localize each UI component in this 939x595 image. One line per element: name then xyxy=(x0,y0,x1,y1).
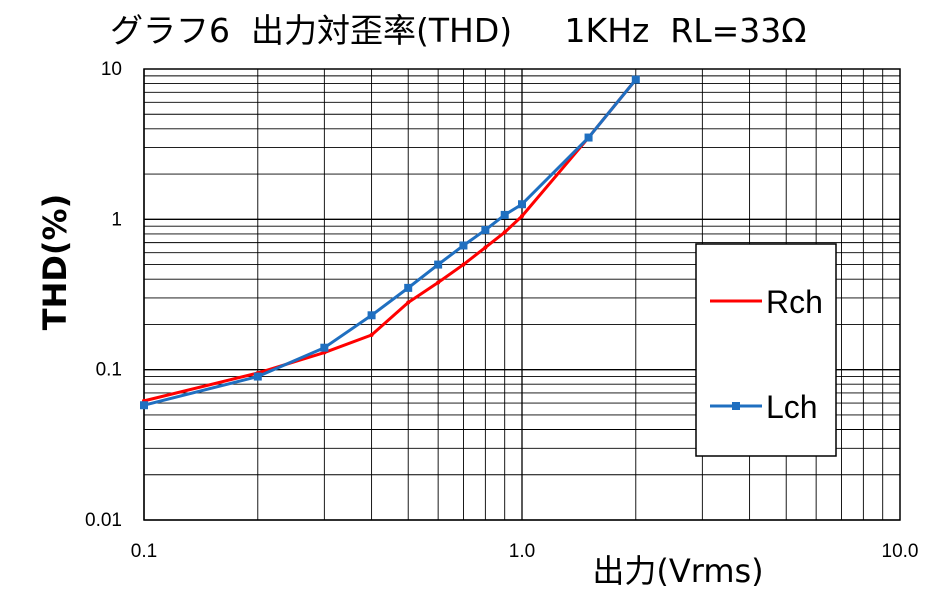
legend-label-rch: Rch xyxy=(766,284,823,320)
data-point-rch xyxy=(483,245,488,250)
data-point-rch xyxy=(406,300,411,305)
x-tick-label: 10.0 xyxy=(882,541,919,562)
data-point-rch xyxy=(461,262,466,267)
data-point-lch xyxy=(481,225,490,234)
data-point-lch xyxy=(434,260,443,269)
y-tick-label: 0.01 xyxy=(85,510,122,531)
data-point-lch xyxy=(459,241,468,250)
legend-marker-lch xyxy=(732,402,740,410)
y-axis-label: THD(%) xyxy=(36,194,74,330)
legend: Rch Lch xyxy=(695,243,837,457)
series-line-lch xyxy=(142,78,638,407)
data-point-lch xyxy=(584,133,593,142)
data-point-rch xyxy=(520,214,524,219)
data-point-rch xyxy=(369,333,374,338)
series-group xyxy=(140,75,640,410)
data-point-lch xyxy=(253,372,262,381)
data-point-rch xyxy=(502,230,507,235)
x-tick-label: 1.0 xyxy=(509,541,535,562)
plot-frame xyxy=(143,68,901,521)
y-tick-label: 10 xyxy=(101,59,122,80)
legend-box xyxy=(695,243,837,457)
y-axis-ticks: 0.01 0.1 1 10 xyxy=(85,59,122,531)
y-tick-label: 0.1 xyxy=(96,360,122,381)
x-tick-label: 0.1 xyxy=(131,541,157,562)
x-axis-ticks: 0.1 1.0 10.0 xyxy=(131,541,919,562)
data-point-lch xyxy=(404,283,413,292)
chart-title: グラフ6 出力対歪率(THD) 1KHz RL=33Ω xyxy=(110,11,806,50)
data-point-lch xyxy=(631,75,640,84)
y-tick-label: 1 xyxy=(111,209,122,230)
data-point-lch xyxy=(518,200,526,209)
data-point-lch xyxy=(500,210,509,219)
x-axis-label: 出力(Vrms) xyxy=(592,552,763,590)
legend-label-lch: Lch xyxy=(766,389,818,425)
data-point-lch xyxy=(140,401,148,410)
data-point-lch xyxy=(320,343,329,352)
data-point-lch xyxy=(367,311,376,320)
series-line-rch xyxy=(142,78,638,403)
data-point-rch xyxy=(436,280,441,285)
